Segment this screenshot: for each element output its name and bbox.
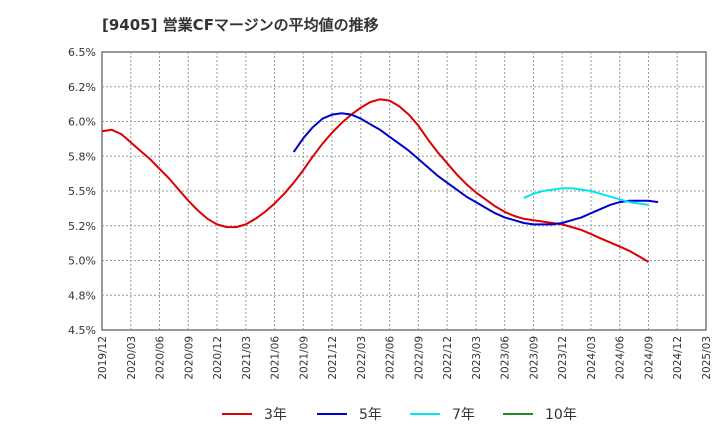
x-tick-label: 2023/03 [471, 336, 483, 380]
x-tick-label: 2021/12 [327, 336, 339, 380]
y-tick-label: 6.0% [68, 116, 96, 129]
x-tick-label: 2020/06 [155, 336, 167, 380]
x-tick-label: 2022/12 [442, 336, 454, 380]
x-tick-label: 2020/12 [212, 336, 224, 380]
legend-label: 5年 [359, 407, 382, 423]
series-line-7年 [523, 187, 649, 206]
y-tick-label: 4.8% [68, 289, 96, 302]
x-tick-label: 2021/03 [241, 336, 253, 380]
legend-label: 10年 [545, 407, 577, 423]
series-lines [101, 98, 659, 263]
series-line-5年 [292, 112, 659, 226]
x-tick-label: 2024/09 [643, 336, 655, 380]
x-tick-label: 2024/03 [586, 336, 598, 380]
x-tick-label: 2023/06 [500, 336, 512, 380]
y-axis-ticks: 6.5% 6.2% 6.0% 5.8% 5.5% 5.2% 5.0% 4.8% 4.5% [68, 46, 96, 337]
x-tick-label: 2023/12 [557, 336, 569, 380]
x-tick-label: 2022/06 [385, 336, 397, 380]
x-tick-label: 2021/06 [270, 336, 282, 380]
y-tick-label: 6.2% [68, 81, 96, 94]
x-tick-label: 2024/12 [672, 336, 684, 380]
x-tick-label: 2022/03 [356, 336, 368, 380]
y-tick-label: 5.0% [68, 255, 96, 268]
y-tick-label: 5.2% [68, 220, 96, 233]
grid [102, 52, 706, 330]
legend-label: 7年 [452, 407, 475, 423]
x-tick-label: 2019/12 [97, 336, 109, 380]
x-tick-label: 2020/09 [183, 336, 195, 380]
y-tick-label: 5.5% [68, 185, 96, 198]
x-tick-label: 2021/09 [298, 336, 310, 380]
x-tick-label: 2022/09 [413, 336, 425, 380]
chart-title: [9405] 営業CFマージンの平均値の推移 [102, 16, 379, 34]
x-tick-label: 2024/06 [615, 336, 627, 380]
legend: 3年 5年 7年 10年 [222, 407, 577, 423]
legend-label: 3年 [264, 407, 287, 423]
x-tick-label: 2023/09 [528, 336, 540, 380]
y-tick-label: 6.5% [68, 46, 96, 59]
x-tick-label: 2020/03 [126, 336, 138, 380]
x-axis-ticks: 2019/12 2020/03 2020/06 2020/09 2020/12 2021/… [97, 336, 713, 380]
x-tick-label: 2025/03 [701, 336, 713, 380]
y-tick-label: 5.8% [68, 150, 96, 163]
y-tick-label: 4.5% [68, 324, 96, 337]
